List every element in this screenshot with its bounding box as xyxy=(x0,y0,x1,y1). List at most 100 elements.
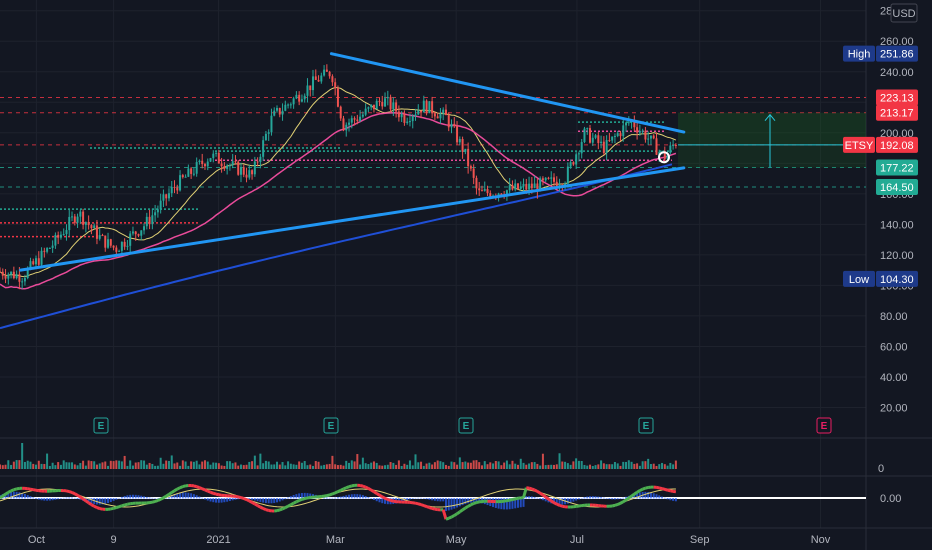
candle-body xyxy=(95,225,98,239)
candle-body xyxy=(334,82,337,89)
oscillator-hist xyxy=(508,498,511,510)
earnings-marker: E xyxy=(638,417,654,434)
trendlines[interactable] xyxy=(19,52,686,272)
oscillator-line xyxy=(0,494,4,500)
oscillator-hist xyxy=(148,497,151,499)
oscillator-hist xyxy=(406,498,409,501)
candle-body xyxy=(674,144,677,146)
volume-bar xyxy=(564,461,567,469)
volume-bar xyxy=(630,461,633,469)
volume-bar xyxy=(176,462,179,469)
oscillator-line xyxy=(115,505,120,509)
oscillator-line xyxy=(441,509,448,520)
volume-bar xyxy=(115,460,118,469)
oscillator-hist xyxy=(536,497,539,499)
volume-bar xyxy=(444,464,447,469)
candle-body xyxy=(215,152,218,154)
oscillator-hist xyxy=(583,497,586,499)
oscillator-line xyxy=(71,491,76,496)
candle-body xyxy=(663,151,666,160)
candle-body xyxy=(433,113,436,117)
oscillator-line xyxy=(157,497,162,502)
oscillator-hist xyxy=(425,498,428,500)
volume-bar xyxy=(154,465,157,469)
volume-bar xyxy=(572,461,575,469)
price-label-text: High xyxy=(848,49,871,61)
long-position-box[interactable] xyxy=(678,112,866,168)
oscillator-hist xyxy=(98,498,101,505)
price-label-box xyxy=(876,89,918,106)
candle-body xyxy=(525,183,528,190)
oscillator-hist xyxy=(375,498,378,502)
oscillator-line xyxy=(243,497,248,501)
oscillator-hist xyxy=(273,498,276,503)
oscillator-hist xyxy=(231,498,234,501)
volume-bar xyxy=(539,465,542,469)
volume-bar xyxy=(228,461,231,469)
candle-body xyxy=(378,100,381,102)
oscillator-line xyxy=(87,501,93,506)
candle-body xyxy=(450,123,453,128)
candle-body xyxy=(583,128,586,143)
oscillator-line xyxy=(74,492,79,497)
oscillator-line xyxy=(245,498,250,503)
currency-badge[interactable] xyxy=(890,3,918,23)
oscillator-line xyxy=(337,488,342,493)
volume-bar xyxy=(98,463,101,469)
oscillator-hist xyxy=(638,492,641,499)
candle-body xyxy=(359,116,362,121)
volume-bar xyxy=(633,463,636,469)
candle-body xyxy=(408,121,411,123)
oscillator-hist xyxy=(370,498,373,499)
candle-body xyxy=(361,114,364,117)
volume-bar xyxy=(167,460,170,469)
oscillator-hist xyxy=(206,498,209,501)
oscillator-line xyxy=(284,504,289,509)
volume-bar xyxy=(450,461,453,469)
oscillator-hist xyxy=(276,498,278,503)
candle-body xyxy=(120,241,123,251)
candle-body xyxy=(201,160,204,165)
volume-bar xyxy=(525,464,528,469)
oscillator-line xyxy=(426,505,430,509)
volume-bar xyxy=(181,460,184,469)
oscillator-hist xyxy=(40,498,43,501)
oscillator-hist xyxy=(192,494,195,499)
oscillator-hist xyxy=(494,498,497,508)
candle-body xyxy=(486,189,489,194)
oscillator-hist xyxy=(46,498,49,501)
oscillator-line xyxy=(431,506,436,511)
oscillator-hist xyxy=(29,496,32,499)
oscillator-line xyxy=(334,490,339,495)
x-tick-label: 2021 xyxy=(206,534,230,546)
oscillator-hist xyxy=(411,498,414,499)
candle-body xyxy=(154,212,157,216)
oscillator-hist xyxy=(381,498,384,504)
oscillator-hist xyxy=(228,498,231,502)
price-label: 104.30 Low xyxy=(843,270,918,287)
oscillator-hist xyxy=(184,492,187,499)
price-label-box xyxy=(876,45,918,62)
time-axis[interactable]: Oct 9 2021 Mar May Jul Sep Nov xyxy=(28,534,831,546)
candle-body xyxy=(589,128,592,143)
oscillator-line xyxy=(170,489,176,494)
candle-body xyxy=(35,258,38,265)
volume-bar xyxy=(422,465,425,469)
candle-body xyxy=(514,183,517,190)
volume-bar xyxy=(541,453,544,469)
oscillator-hist xyxy=(23,493,26,499)
oscillator-line xyxy=(384,496,389,501)
candle-body xyxy=(317,79,320,82)
oscillator-hist xyxy=(289,496,292,499)
volume-bar xyxy=(159,457,162,469)
candle-body xyxy=(444,109,447,116)
volume-bar xyxy=(547,464,550,469)
price-axis[interactable]: 280.00260.00240.00220.00200.00180.00160.… xyxy=(880,6,914,415)
oscillator-hist xyxy=(580,497,583,499)
volume-bar xyxy=(420,461,423,469)
y-tick-label: 240.00 xyxy=(880,67,914,79)
volume-bar xyxy=(497,461,500,469)
oscillator-hist xyxy=(647,492,650,499)
